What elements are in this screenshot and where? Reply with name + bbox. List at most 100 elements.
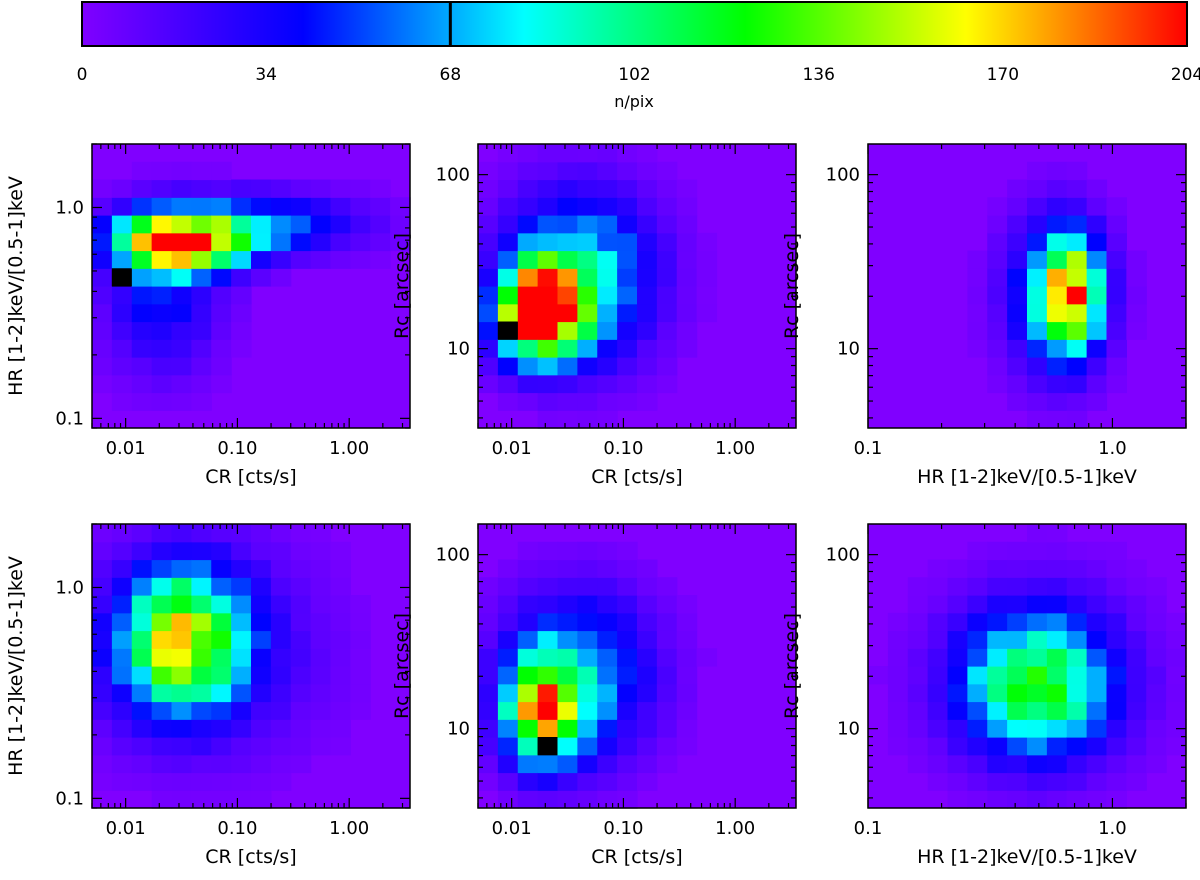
heatmap-cell	[231, 179, 252, 198]
y-axis-label: Rc [arcsec]	[391, 613, 413, 719]
heatmap-cell	[1086, 303, 1108, 323]
heatmap-cell	[1066, 161, 1088, 181]
y-tick-label: 100	[436, 165, 470, 186]
heatmap-cell	[1066, 683, 1088, 703]
heatmap-cell	[656, 737, 678, 756]
heatmap-cell	[270, 215, 292, 234]
heatmap-cell	[251, 197, 272, 216]
heatmap-cell	[1066, 268, 1088, 287]
heatmap-cell	[330, 197, 351, 216]
heatmap-cell	[131, 357, 153, 376]
heatmap-cell	[1046, 250, 1068, 269]
y-tick-label: 10	[837, 339, 860, 360]
heatmap-cell	[1106, 666, 1127, 685]
heatmap-cell	[537, 541, 559, 561]
heatmap-cell	[251, 215, 272, 234]
heatmap-cell	[151, 357, 173, 376]
heatmap-cell	[637, 595, 658, 614]
heatmap-cell	[191, 250, 212, 269]
heatmap-cell	[1106, 719, 1127, 738]
heatmap-cell	[597, 321, 618, 340]
heatmap-cell	[231, 595, 252, 614]
heatmap-cell	[211, 303, 232, 323]
heatmap-cell	[617, 232, 638, 252]
heatmap-cell	[557, 268, 578, 287]
heatmap-cell	[151, 197, 173, 216]
heatmap-cell	[211, 179, 232, 198]
heatmap-cell	[927, 666, 949, 685]
heatmap-cell	[1106, 754, 1127, 774]
heatmap-cell	[1126, 772, 1147, 791]
heatmap-cell	[211, 286, 232, 305]
heatmap-cell	[290, 232, 312, 252]
heatmap-cell	[637, 666, 658, 685]
heatmap-cell	[947, 790, 968, 809]
heatmap-cell	[517, 144, 539, 163]
y-tick-label: 100	[826, 165, 860, 186]
heatmap-cell	[637, 339, 658, 358]
heatmap-cell	[330, 701, 351, 720]
heatmap-cell	[537, 392, 559, 411]
heatmap-cell	[577, 232, 598, 252]
heatmap-cell	[967, 719, 988, 738]
heatmap-cell	[537, 410, 559, 429]
heatmap-cell	[1166, 612, 1187, 632]
heatmap-cell	[617, 144, 638, 163]
heatmap-cell	[907, 612, 929, 632]
heatmap-cell	[1007, 321, 1028, 340]
heatmap-cell	[231, 666, 252, 685]
heatmap-cell	[907, 754, 929, 774]
heatmap-cell	[1046, 321, 1068, 340]
heatmap-cell	[92, 268, 113, 287]
heatmap-cell	[131, 197, 153, 216]
heatmap-cell	[1146, 683, 1167, 703]
heatmap-cell	[967, 790, 988, 809]
heatmap-cell	[191, 683, 212, 703]
heatmap-cell	[1086, 595, 1108, 614]
x-tick-label: 1.0	[1098, 818, 1127, 839]
heatmap-cell	[537, 683, 559, 703]
y-axis-label: HR [1-2]keV/[0.5-1]keV	[5, 556, 27, 776]
heatmap-cell	[597, 357, 618, 376]
heatmap-cell	[310, 648, 332, 667]
heatmap-cell	[537, 250, 559, 269]
heatmap-cell	[1066, 303, 1088, 323]
heatmap-cell	[557, 374, 578, 394]
heatmap-cell	[131, 719, 153, 738]
heatmap-cell	[211, 357, 232, 376]
heatmap-cell	[191, 790, 212, 809]
heatmap-cell	[92, 754, 113, 774]
heatmap-cell	[967, 683, 988, 703]
heatmap-cell	[1046, 772, 1068, 791]
x-axis-label: HR [1-2]keV/[0.5-1]keV	[917, 846, 1137, 868]
heatmap-cell	[887, 648, 909, 667]
heatmap-cell	[537, 321, 559, 340]
heatmap-cell	[111, 524, 133, 543]
heatmap-cell	[1086, 648, 1108, 667]
heatmap-cell	[696, 232, 718, 252]
heatmap-cell	[310, 630, 332, 649]
heatmap-cell	[1046, 357, 1068, 376]
heatmap-cell	[310, 577, 332, 596]
heatmap-cell	[497, 595, 519, 614]
heatmap-cell	[211, 772, 232, 791]
heatmap-cell	[907, 701, 929, 720]
heatmap-cell	[656, 701, 678, 720]
heatmap-cell	[131, 772, 153, 791]
heatmap-cell	[656, 339, 678, 358]
heatmap-cell	[171, 612, 192, 632]
heatmap-cell	[131, 524, 153, 543]
heatmap-cell	[676, 648, 698, 667]
heatmap-cell	[1086, 541, 1108, 561]
heatmap-cell	[1046, 630, 1068, 649]
heatmap-cell	[131, 754, 153, 774]
heatmap-cell	[1046, 232, 1068, 252]
heatmap-cell	[191, 357, 212, 376]
heatmap-cell	[1046, 666, 1068, 685]
heatmap-cell	[1046, 392, 1068, 411]
heatmap-cell	[1086, 179, 1108, 198]
y-axis-label: Rc [arcsec]	[391, 233, 413, 339]
heatmap-cell	[211, 559, 232, 578]
heatmap-cell	[151, 719, 173, 738]
heatmap-cell	[1027, 250, 1048, 269]
